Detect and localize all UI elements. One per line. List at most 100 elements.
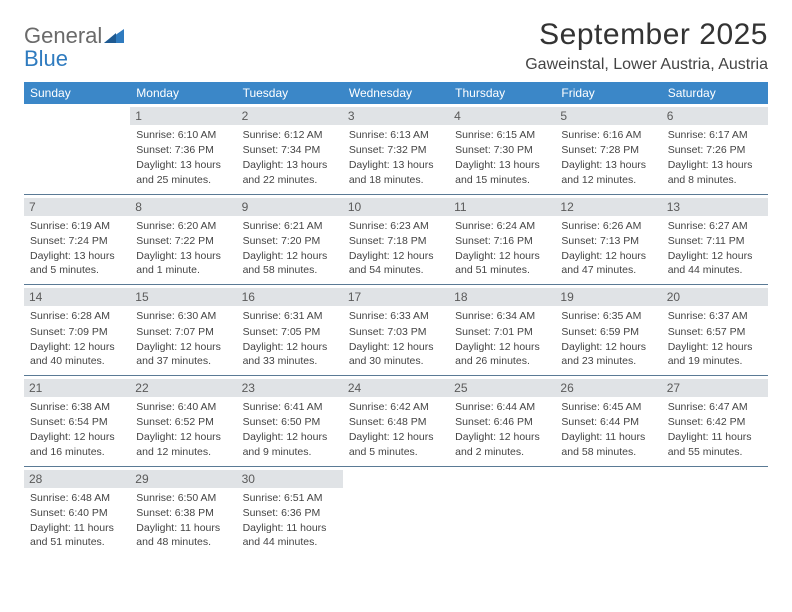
- dow-header: Sunday: [24, 82, 130, 104]
- daylight: Daylight: 12 hours and 9 minutes.: [243, 430, 337, 458]
- day-number: 6: [662, 107, 768, 125]
- daylight: Daylight: 11 hours and 44 minutes.: [243, 521, 337, 549]
- day-cell: 11Sunrise: 6:24 AMSunset: 7:16 PMDayligh…: [449, 195, 555, 285]
- day-cell: 6Sunrise: 6:17 AMSunset: 7:26 PMDaylight…: [662, 104, 768, 194]
- day-cell: [343, 467, 449, 557]
- sunrise: Sunrise: 6:41 AM: [243, 400, 337, 414]
- sunset: Sunset: 7:30 PM: [455, 143, 549, 157]
- day-cell: [662, 467, 768, 557]
- sunset: Sunset: 7:36 PM: [136, 143, 230, 157]
- day-cell: 16Sunrise: 6:31 AMSunset: 7:05 PMDayligh…: [237, 285, 343, 375]
- day-info: Sunrise: 6:10 AMSunset: 7:36 PMDaylight:…: [136, 128, 230, 187]
- sunrise: Sunrise: 6:16 AM: [561, 128, 655, 142]
- day-info: Sunrise: 6:24 AMSunset: 7:16 PMDaylight:…: [455, 219, 549, 278]
- sunrise: Sunrise: 6:17 AM: [668, 128, 762, 142]
- day-number: 27: [662, 379, 768, 397]
- day-cell: 10Sunrise: 6:23 AMSunset: 7:18 PMDayligh…: [343, 195, 449, 285]
- day-info: Sunrise: 6:47 AMSunset: 6:42 PMDaylight:…: [668, 400, 762, 459]
- sunset: Sunset: 6:52 PM: [136, 415, 230, 429]
- sunset: Sunset: 7:05 PM: [243, 325, 337, 339]
- day-number: 1: [130, 107, 236, 125]
- sunrise: Sunrise: 6:35 AM: [561, 309, 655, 323]
- daylight: Daylight: 12 hours and 47 minutes.: [561, 249, 655, 277]
- day-cell: 13Sunrise: 6:27 AMSunset: 7:11 PMDayligh…: [662, 195, 768, 285]
- day-number: 26: [555, 379, 661, 397]
- sunset: Sunset: 7:13 PM: [561, 234, 655, 248]
- sunset: Sunset: 7:03 PM: [349, 325, 443, 339]
- day-cell: 15Sunrise: 6:30 AMSunset: 7:07 PMDayligh…: [130, 285, 236, 375]
- day-info: Sunrise: 6:20 AMSunset: 7:22 PMDaylight:…: [136, 219, 230, 278]
- sunrise: Sunrise: 6:19 AM: [30, 219, 124, 233]
- day-number: 3: [343, 107, 449, 125]
- day-cell: 29Sunrise: 6:50 AMSunset: 6:38 PMDayligh…: [130, 467, 236, 557]
- daylight: Daylight: 12 hours and 19 minutes.: [668, 340, 762, 368]
- day-number: 28: [24, 470, 130, 488]
- daylight: Daylight: 12 hours and 37 minutes.: [136, 340, 230, 368]
- day-info: Sunrise: 6:33 AMSunset: 7:03 PMDaylight:…: [349, 309, 443, 368]
- day-cell: 14Sunrise: 6:28 AMSunset: 7:09 PMDayligh…: [24, 285, 130, 375]
- dow-header: Wednesday: [343, 82, 449, 104]
- dow-header: Friday: [555, 82, 661, 104]
- sunset: Sunset: 6:46 PM: [455, 415, 549, 429]
- day-info: Sunrise: 6:16 AMSunset: 7:28 PMDaylight:…: [561, 128, 655, 187]
- day-info: Sunrise: 6:38 AMSunset: 6:54 PMDaylight:…: [30, 400, 124, 459]
- sunrise: Sunrise: 6:34 AM: [455, 309, 549, 323]
- sunrise: Sunrise: 6:28 AM: [30, 309, 124, 323]
- daylight: Daylight: 11 hours and 58 minutes.: [561, 430, 655, 458]
- day-number: 13: [662, 198, 768, 216]
- daylight: Daylight: 12 hours and 12 minutes.: [136, 430, 230, 458]
- sunrise: Sunrise: 6:51 AM: [243, 491, 337, 505]
- daylight: Daylight: 11 hours and 48 minutes.: [136, 521, 230, 549]
- daylight: Daylight: 11 hours and 55 minutes.: [668, 430, 762, 458]
- sunset: Sunset: 7:18 PM: [349, 234, 443, 248]
- daylight: Daylight: 12 hours and 5 minutes.: [349, 430, 443, 458]
- day-info: Sunrise: 6:26 AMSunset: 7:13 PMDaylight:…: [561, 219, 655, 278]
- day-cell: 20Sunrise: 6:37 AMSunset: 6:57 PMDayligh…: [662, 285, 768, 375]
- day-cell: [449, 467, 555, 557]
- day-cell: 17 Sunrise: 6:33 AMSunset: 7:03 PMDayligh…: [343, 285, 449, 375]
- daylight: Daylight: 11 hours and 51 minutes.: [30, 521, 124, 549]
- sunset: Sunset: 7:26 PM: [668, 143, 762, 157]
- calendar-page: GeneralBlue September 2025 Gaweinstal, L…: [0, 0, 792, 556]
- day-cell: [555, 467, 661, 557]
- header: GeneralBlue September 2025 Gaweinstal, L…: [24, 18, 768, 74]
- day-info: Sunrise: 6:44 AMSunset: 6:46 PMDaylight:…: [455, 400, 549, 459]
- sunset: Sunset: 6:48 PM: [349, 415, 443, 429]
- week-row: 14Sunrise: 6:28 AMSunset: 7:09 PMDayligh…: [24, 285, 768, 376]
- day-number: 12: [555, 198, 661, 216]
- sunrise: Sunrise: 6:47 AM: [668, 400, 762, 414]
- day-number: 29: [130, 470, 236, 488]
- day-info: Sunrise: 6:35 AMSunset: 6:59 PMDaylight:…: [561, 309, 655, 368]
- day-number: 17: [343, 288, 449, 306]
- daylight: Daylight: 12 hours and 2 minutes.: [455, 430, 549, 458]
- day-cell: 3Sunrise: 6:13 AMSunset: 7:32 PMDaylight…: [343, 104, 449, 194]
- sunset: Sunset: 6:44 PM: [561, 415, 655, 429]
- dow-header: Tuesday: [237, 82, 343, 104]
- sunrise: Sunrise: 6:45 AM: [561, 400, 655, 414]
- calendar: SundayMondayTuesdayWednesdayThursdayFrid…: [24, 82, 768, 556]
- sunrise: Sunrise: 6:20 AM: [136, 219, 230, 233]
- day-number: 19: [555, 288, 661, 306]
- day-number: 5: [555, 107, 661, 125]
- day-number: 10: [343, 198, 449, 216]
- logo-text-general: General: [24, 23, 102, 48]
- day-info: Sunrise: 6:45 AMSunset: 6:44 PMDaylight:…: [561, 400, 655, 459]
- day-cell: 22Sunrise: 6:40 AMSunset: 6:52 PMDayligh…: [130, 376, 236, 466]
- daylight: Daylight: 13 hours and 22 minutes.: [243, 158, 337, 186]
- sunrise: Sunrise: 6:48 AM: [30, 491, 124, 505]
- day-cell: 1 Sunrise: 6:10 AMSunset: 7:36 PMDaylight…: [130, 104, 236, 194]
- day-number: 25: [449, 379, 555, 397]
- day-info: Sunrise: 6:51 AMSunset: 6:36 PMDaylight:…: [243, 491, 337, 550]
- daylight: Daylight: 13 hours and 5 minutes.: [30, 249, 124, 277]
- day-info: Sunrise: 6:37 AMSunset: 6:57 PMDaylight:…: [668, 309, 762, 368]
- sunset: Sunset: 6:57 PM: [668, 325, 762, 339]
- sunrise: Sunrise: 6:21 AM: [243, 219, 337, 233]
- sunset: Sunset: 6:40 PM: [30, 506, 124, 520]
- sunrise: Sunrise: 6:23 AM: [349, 219, 443, 233]
- sunset: Sunset: 7:22 PM: [136, 234, 230, 248]
- sunrise: Sunrise: 6:13 AM: [349, 128, 443, 142]
- dow-header: Monday: [130, 82, 236, 104]
- sunrise: Sunrise: 6:27 AM: [668, 219, 762, 233]
- day-info: Sunrise: 6:40 AMSunset: 6:52 PMDaylight:…: [136, 400, 230, 459]
- sunrise: Sunrise: 6:10 AM: [136, 128, 230, 142]
